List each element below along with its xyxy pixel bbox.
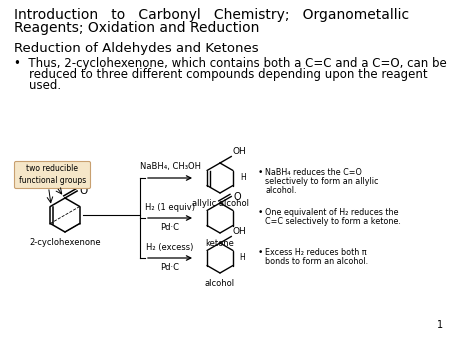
- Text: NaBH₄ reduces the C=O: NaBH₄ reduces the C=O: [265, 168, 362, 177]
- Text: Excess H₂ reduces both π: Excess H₂ reduces both π: [265, 248, 367, 257]
- Text: H: H: [239, 252, 245, 262]
- FancyBboxPatch shape: [14, 162, 90, 189]
- Text: O: O: [79, 186, 87, 196]
- Text: One equivalent of H₂ reduces the: One equivalent of H₂ reduces the: [265, 208, 399, 217]
- Text: •  Thus, 2-cyclohexenone, which contains both a C=C and a C=O, can be: • Thus, 2-cyclohexenone, which contains …: [14, 57, 447, 70]
- Text: H: H: [240, 172, 246, 182]
- Text: Reduction of Aldehydes and Ketones: Reduction of Aldehydes and Ketones: [14, 42, 259, 55]
- Text: two reducible
functional groups: two reducible functional groups: [19, 164, 86, 185]
- Text: Pd·C: Pd·C: [161, 263, 180, 272]
- Text: O: O: [233, 192, 241, 201]
- Text: NaBH₄, CH₃OH: NaBH₄, CH₃OH: [140, 162, 201, 171]
- Text: ketone: ketone: [206, 239, 234, 248]
- Text: •: •: [258, 208, 263, 217]
- Text: 2-cyclohexenone: 2-cyclohexenone: [29, 238, 101, 247]
- Text: C=C selectively to form a ketone.: C=C selectively to form a ketone.: [265, 217, 401, 226]
- Text: used.: used.: [14, 79, 61, 92]
- Text: •: •: [258, 168, 263, 177]
- Text: H₂ (excess): H₂ (excess): [146, 243, 194, 252]
- Text: alcohol: alcohol: [205, 279, 235, 288]
- Text: •: •: [258, 248, 263, 257]
- Text: 1: 1: [437, 320, 443, 330]
- Text: bonds to form an alcohol.: bonds to form an alcohol.: [265, 257, 368, 266]
- Text: Introduction   to   Carbonyl   Chemistry;   Organometallic: Introduction to Carbonyl Chemistry; Orga…: [14, 8, 409, 22]
- Text: OH: OH: [232, 226, 246, 236]
- Text: Pd·C: Pd·C: [161, 223, 180, 232]
- Text: OH: OH: [232, 146, 246, 155]
- Text: alcohol.: alcohol.: [265, 186, 297, 195]
- Text: H₂ (1 equiv): H₂ (1 equiv): [145, 203, 195, 212]
- Text: allylic alcohol: allylic alcohol: [192, 199, 248, 208]
- Text: reduced to three different compounds depending upon the reagent: reduced to three different compounds dep…: [14, 68, 427, 81]
- Text: Reagents; Oxidation and Reduction: Reagents; Oxidation and Reduction: [14, 21, 259, 35]
- Text: selectively to form an allylic: selectively to form an allylic: [265, 177, 378, 186]
